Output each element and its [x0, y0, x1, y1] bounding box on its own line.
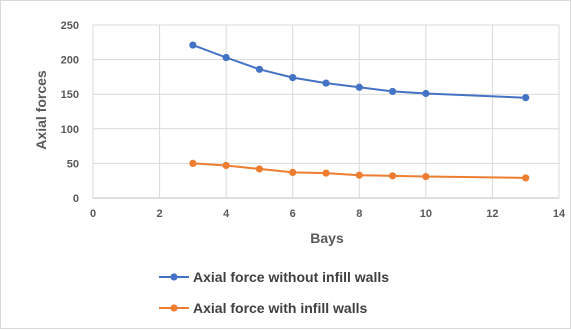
data-point [388, 87, 397, 96]
x-tick-label: 10 [420, 208, 432, 220]
y-tick-label: 0 [73, 193, 79, 205]
data-point [289, 168, 297, 176]
data-point [355, 83, 363, 91]
legend-label: Axial force with infill walls [193, 300, 367, 316]
series-2 [189, 159, 530, 182]
data-point [322, 79, 330, 87]
x-tick-label: 12 [486, 208, 498, 220]
data-point [355, 171, 363, 179]
x-tick-label: 14 [553, 208, 566, 220]
legend-label: Axial force without infill walls [193, 269, 389, 285]
legend: Axial force without infill walls Axial fo… [159, 269, 389, 316]
y-tick-label: 50 [67, 158, 79, 170]
legend-marker [170, 273, 178, 281]
data-point [255, 65, 264, 73]
data-point [322, 169, 330, 177]
data-point [522, 174, 530, 182]
gridlines [92, 24, 560, 199]
legend-item: Axial force with infill walls [159, 300, 367, 316]
tick-labels: 0 50 100 150 200 250 0 2 4 6 8 10 12 14 [61, 20, 566, 220]
data-point [522, 94, 530, 102]
data-point [388, 172, 397, 180]
data-point [222, 161, 230, 170]
data-point [422, 89, 430, 98]
series-1 [189, 41, 530, 102]
x-tick-label: 0 [90, 208, 96, 220]
y-tick-label: 200 [61, 55, 79, 67]
data-point [422, 172, 430, 181]
legend-marker [170, 304, 178, 312]
y-axis-title: Axial forces [33, 70, 49, 150]
data-point [222, 53, 230, 62]
x-axis-title: Bays [310, 230, 344, 246]
y-tick-label: 150 [61, 89, 79, 101]
x-tick-label: 6 [290, 208, 296, 220]
x-tick-label: 8 [356, 208, 362, 220]
x-tick-label: 2 [157, 208, 163, 220]
y-tick-label: 100 [61, 124, 79, 136]
data-point [189, 159, 197, 167]
data-point [255, 165, 264, 173]
data-point [189, 41, 197, 49]
plot-series [189, 41, 530, 182]
data-point [289, 73, 297, 82]
x-tick-label: 4 [223, 208, 230, 220]
legend-item: Axial force without infill walls [159, 269, 389, 285]
y-tick-label: 250 [61, 20, 79, 32]
